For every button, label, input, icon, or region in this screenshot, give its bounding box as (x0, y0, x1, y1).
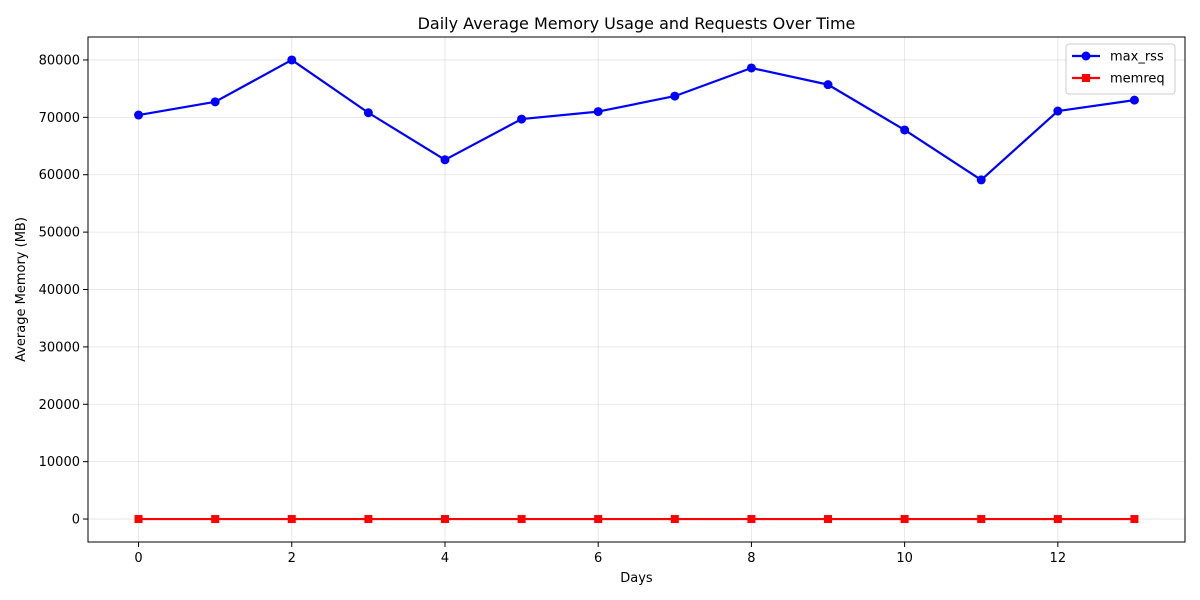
data-point-max_rss (210, 97, 220, 107)
data-point-max_rss (363, 108, 373, 118)
data-point-max_rss (976, 175, 986, 185)
data-point-max_rss (823, 80, 833, 90)
data-point-max_rss (1129, 95, 1139, 105)
data-point-max_rss (746, 63, 756, 73)
data-point-memreq (1053, 515, 1062, 524)
x-tick-label: 2 (288, 551, 296, 566)
data-point-memreq (594, 515, 603, 524)
data-point-max_rss (287, 55, 297, 65)
data-point-max_rss (134, 110, 144, 120)
data-point-memreq (1130, 515, 1139, 524)
data-point-memreq (824, 515, 833, 524)
x-tick-label: 0 (134, 551, 142, 566)
x-tick-label: 6 (594, 551, 602, 566)
data-point-max_rss (440, 155, 450, 165)
y-tick-label: 30000 (39, 340, 80, 355)
series-line-max_rss (138, 58, 1135, 181)
grid (88, 37, 1185, 542)
data-point-memreq (134, 515, 143, 524)
chart-title: Daily Average Memory Usage and Requests … (418, 14, 856, 33)
legend-marker (1082, 74, 1090, 82)
data-point-max_rss (1053, 106, 1063, 116)
data-point-max_rss (517, 114, 527, 124)
x-tick-label: 12 (1050, 551, 1067, 566)
data-point-max_rss (593, 107, 603, 117)
y-tick-label: 40000 (39, 283, 80, 298)
y-axis-label: Average Memory (MB) (14, 217, 29, 362)
x-tick-label: 10 (896, 551, 913, 566)
series-max_rss (134, 55, 1139, 185)
legend-item-max_rss: max_rss (1072, 50, 1164, 65)
data-point-memreq (517, 515, 526, 524)
data-point-memreq (287, 515, 296, 524)
legend-label: max_rss (1110, 50, 1164, 65)
data-point-memreq (211, 515, 220, 524)
y-tick-label: 10000 (39, 455, 80, 470)
y-axis: 0 10000 20000 30000 40000 50000 60000 70000 8000… (39, 53, 88, 528)
x-axis-label: Days (620, 571, 653, 586)
y-tick-label: 0 (72, 513, 80, 528)
data-point-memreq (364, 515, 373, 524)
x-tick-label: 8 (747, 551, 755, 566)
data-point-memreq (670, 515, 679, 524)
data-point-memreq (747, 515, 756, 524)
y-tick-label: 60000 (39, 168, 80, 183)
data-point-memreq (977, 515, 986, 524)
data-point-max_rss (670, 91, 680, 101)
series-group (134, 55, 1139, 524)
x-axis: 0 2 4 6 8 10 12 (134, 542, 1066, 566)
data-point-memreq (900, 515, 909, 524)
legend-item-memreq: memreq (1072, 72, 1165, 87)
series-memreq (134, 515, 1139, 524)
y-tick-label: 20000 (39, 398, 80, 413)
y-tick-label: 50000 (39, 226, 80, 241)
y-tick-label: 80000 (39, 53, 80, 68)
data-point-max_rss (900, 125, 910, 135)
legend-marker (1081, 51, 1091, 61)
y-tick-label: 70000 (39, 111, 80, 126)
data-point-memreq (440, 515, 449, 524)
legend-label: memreq (1110, 72, 1165, 87)
x-tick-label: 4 (441, 551, 449, 566)
